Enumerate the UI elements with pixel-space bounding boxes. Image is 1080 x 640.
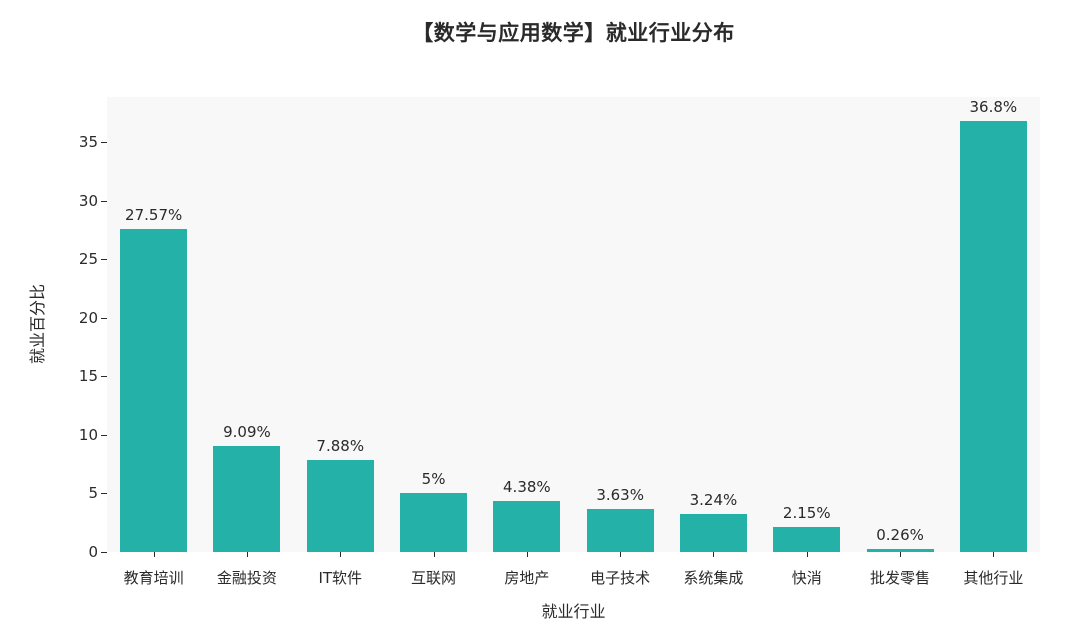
x-tick-mark [246, 552, 248, 557]
y-tick-label: 35 [78, 133, 98, 152]
x-tick-label: 快消 [791, 569, 822, 587]
x-tick-label: 金融投资 [216, 569, 277, 587]
bar-5 [493, 501, 560, 552]
bar-9 [867, 549, 934, 552]
x-tick-label: 批发零售 [870, 569, 931, 587]
chart-title: 【数学与应用数学】就业行业分布 [412, 21, 735, 45]
x-tick-mark [433, 552, 435, 557]
x-axis-title: 就业行业 [541, 602, 606, 621]
x-tick-mark [620, 552, 622, 557]
y-tick-label: 0 [88, 543, 98, 561]
bar-value-label: 3.63% [596, 486, 644, 504]
y-tick-label: 30 [78, 191, 98, 210]
y-tick-label: 15 [78, 367, 98, 386]
bar-2 [213, 446, 280, 552]
x-tick-mark [900, 552, 902, 557]
bar-value-label: 0.26% [876, 526, 924, 544]
bar-8 [773, 527, 840, 552]
bar-1 [120, 229, 187, 552]
bar-value-label: 9.09% [223, 423, 271, 441]
x-tick-label: 电子技术 [590, 569, 651, 587]
x-tick-label: 教育培训 [123, 569, 184, 587]
y-axis-title: 就业百分比 [28, 283, 47, 365]
x-tick-mark [153, 552, 155, 557]
y-tick-label: 5 [88, 484, 98, 503]
x-tick-mark [806, 552, 808, 557]
y-tick-mark [101, 142, 107, 144]
x-tick-label: IT软件 [318, 569, 363, 587]
y-tick-mark [101, 493, 107, 495]
x-tick-label: 其他行业 [963, 569, 1024, 587]
bar-value-label: 27.57% [125, 206, 183, 224]
x-tick-mark [713, 552, 715, 557]
y-tick-label: 10 [78, 425, 98, 444]
bar-value-label: 4.38% [503, 478, 551, 496]
bar-6 [587, 509, 654, 552]
bar-value-label: 7.88% [316, 437, 365, 455]
y-tick-mark [101, 259, 107, 261]
y-tick-label: 25 [78, 250, 98, 269]
plot-area [107, 97, 1040, 552]
x-tick-mark [993, 552, 995, 557]
bar-value-label: 36.8% [969, 98, 1018, 116]
bar-value-label: 2.15% [782, 504, 831, 522]
y-tick-mark [101, 434, 107, 436]
x-tick-mark [340, 552, 342, 557]
x-tick-label: 互联网 [411, 569, 457, 587]
y-tick-mark [101, 552, 107, 553]
y-tick-label: 20 [78, 308, 98, 327]
y-tick-mark [101, 376, 107, 378]
x-tick-mark [526, 552, 528, 557]
bar-value-label: 5% [421, 470, 446, 488]
x-tick-label: 系统集成 [683, 569, 744, 587]
bar-3 [307, 460, 374, 552]
bar-10 [960, 121, 1027, 552]
x-tick-label: 房地产 [504, 569, 550, 587]
bar-value-label: 3.24% [689, 491, 738, 509]
bar-4 [400, 493, 467, 552]
y-tick-mark [101, 317, 107, 319]
y-tick-mark [101, 200, 107, 202]
bar-7 [680, 514, 747, 552]
